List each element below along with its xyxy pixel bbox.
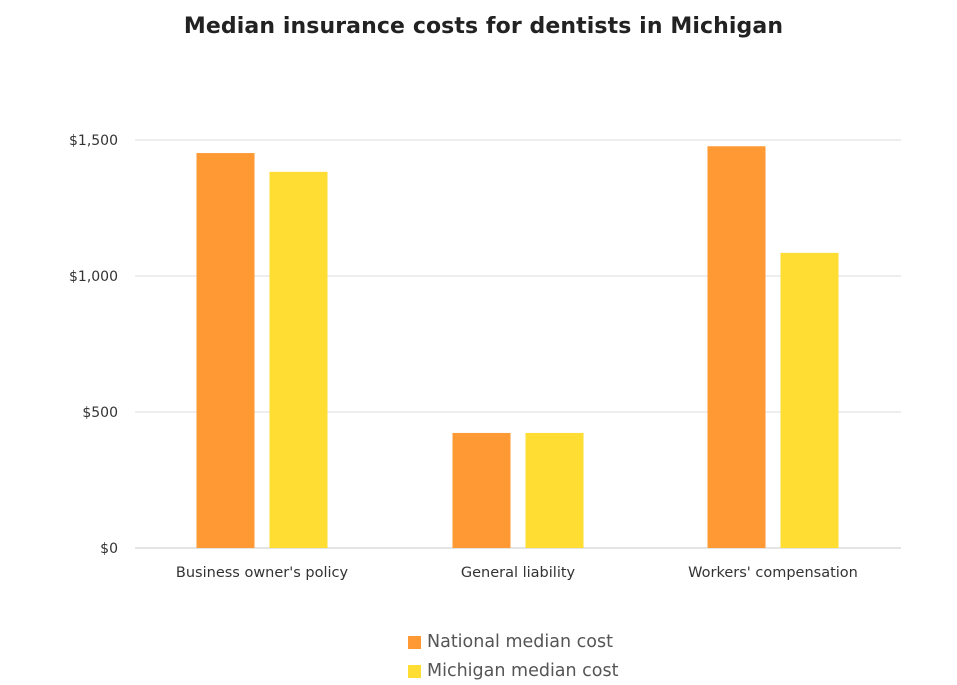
bars [196, 146, 839, 549]
bar-national [707, 146, 766, 549]
chart-plot: $0 $500 $1,000 $1,500 Business owner's poli… [69, 133, 901, 581]
x-category-label: General liability [461, 565, 576, 581]
legend-label-michigan: Michigan median cost [427, 660, 619, 681]
legend-swatch-michigan [408, 664, 421, 678]
x-axis-categories: Business owner's policy General liability… [176, 565, 858, 581]
bar-michigan [525, 432, 584, 548]
bar-national [452, 432, 511, 548]
x-category-label: Business owner's policy [176, 565, 349, 581]
legend: National median cost Michigan median cos… [408, 627, 619, 685]
bar-michigan [269, 171, 328, 548]
y-tick-label: $1,000 [69, 269, 118, 285]
y-axis-ticks: $0 $500 $1,000 $1,500 [69, 133, 118, 557]
bar-national [196, 153, 255, 548]
gridlines [135, 139, 901, 549]
legend-item-michigan: Michigan median cost [408, 656, 619, 685]
y-tick-label: $1,500 [69, 133, 118, 149]
chart-title: Median insurance costs for dentists in M… [183, 14, 784, 39]
legend-swatch-national [408, 635, 421, 649]
bar-michigan [780, 252, 839, 548]
y-tick-label: $0 [100, 541, 118, 557]
y-tick-label: $500 [82, 405, 118, 421]
x-category-label: Workers' compensation [688, 565, 858, 581]
legend-item-national: National median cost [408, 627, 619, 656]
legend-label-national: National median cost [427, 631, 613, 652]
